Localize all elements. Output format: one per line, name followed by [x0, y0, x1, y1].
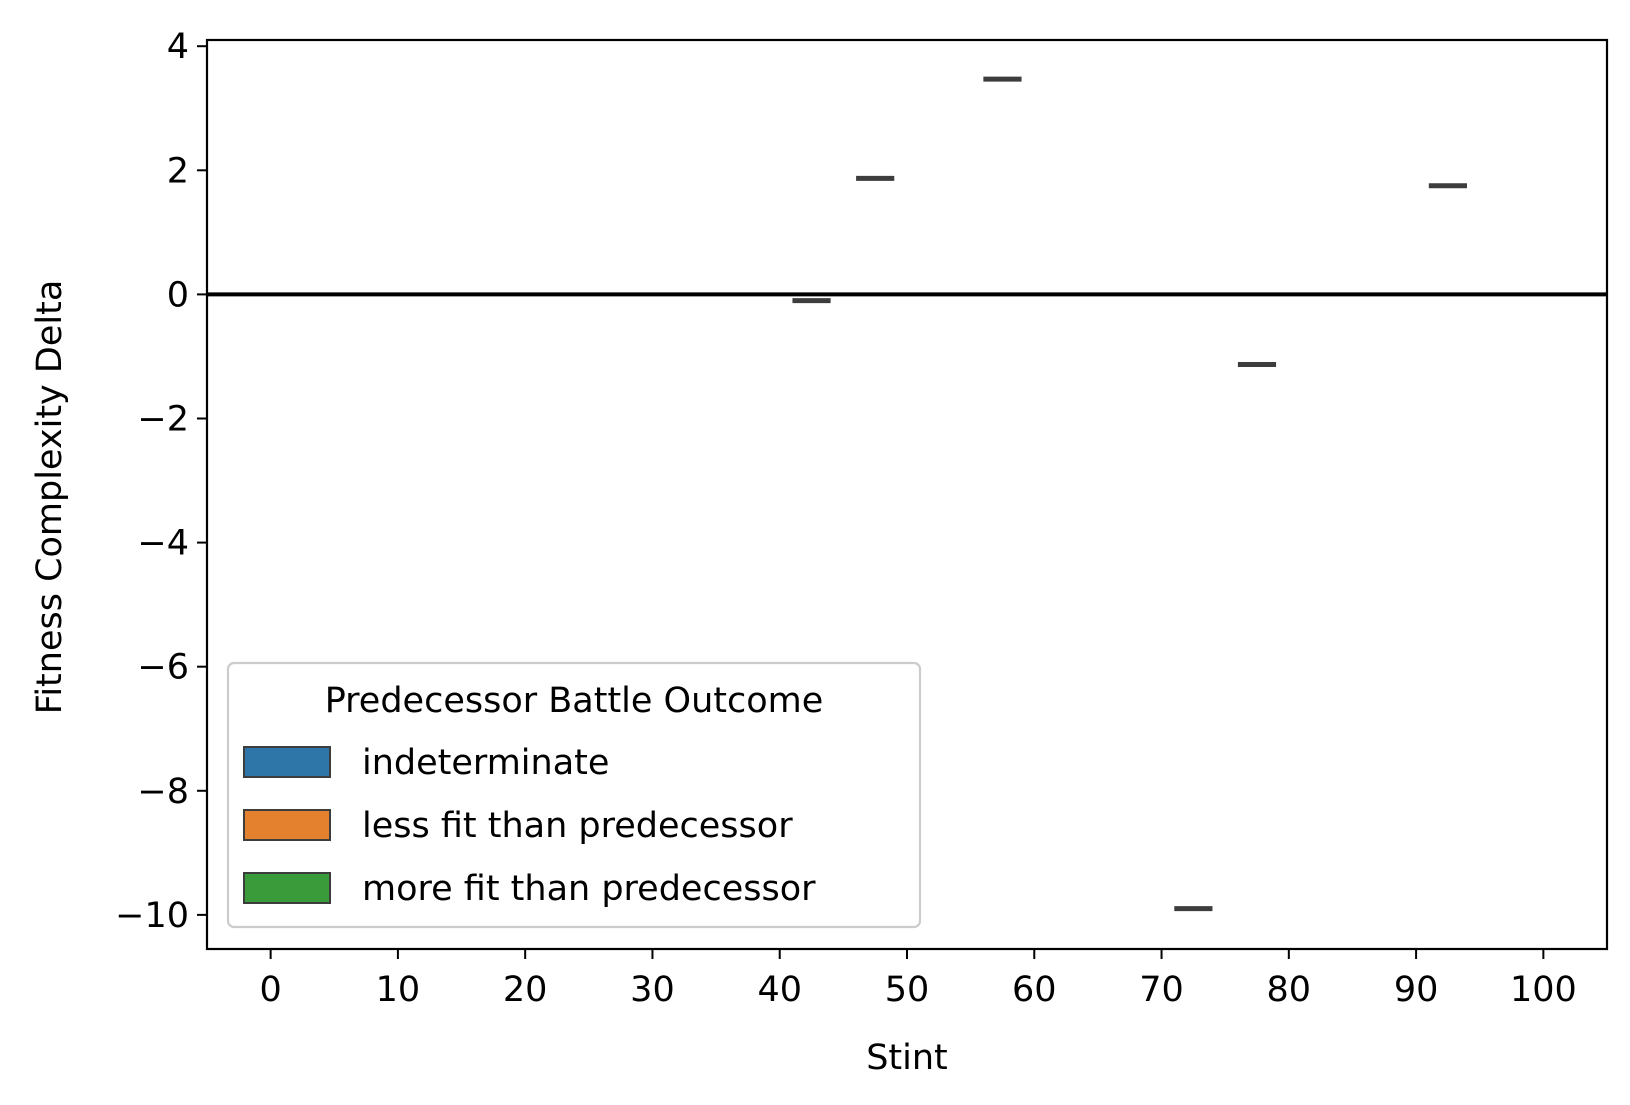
y-axis-label: Fitness Complexity Delta	[30, 280, 70, 715]
y-tick-label: 2	[167, 151, 189, 191]
x-tick-label: 70	[1139, 970, 1184, 1010]
legend-swatch	[243, 872, 331, 904]
y-tick-label: −4	[137, 524, 189, 564]
legend-title: Predecessor Battle Outcome	[325, 681, 824, 721]
x-tick-label: 90	[1394, 970, 1439, 1010]
x-tick-label: 0	[259, 970, 281, 1010]
y-tick-label: 0	[167, 275, 189, 315]
y-tick-label: −10	[115, 896, 189, 936]
y-tick-label: 4	[167, 27, 189, 67]
legend-label: indeterminate	[362, 743, 609, 783]
legend-entries: indeterminate less fit than predecessor mo…	[243, 743, 816, 909]
x-tick-label: 100	[1510, 970, 1577, 1010]
x-tick-label: 80	[1267, 970, 1312, 1010]
x-tick-label: 40	[757, 970, 802, 1010]
legend: Predecessor Battle Outcome indeterminate…	[226, 661, 922, 929]
legend-swatch	[243, 809, 331, 841]
y-tick-label: −8	[137, 772, 189, 812]
y-tick-label: −2	[137, 399, 189, 439]
legend-box	[226, 661, 922, 929]
legend-label: less fit than predecessor	[362, 806, 793, 846]
y-axis-ticks: 4 2 0 −2 −4 −6 −8 −10	[115, 27, 207, 936]
x-tick-label: 20	[503, 970, 548, 1010]
x-tick-label: 30	[630, 970, 675, 1010]
y-tick-label: −6	[137, 648, 189, 688]
x-axis-label: Stint	[866, 1038, 948, 1078]
x-tick-label: 50	[885, 970, 930, 1010]
box-marks	[792, 76, 1467, 912]
x-tick-label: 60	[1012, 970, 1057, 1010]
legend-label: more fit than predecessor	[362, 869, 816, 909]
plot-frame	[205, 38, 1609, 951]
x-tick-label: 10	[376, 970, 421, 1010]
x-axis-ticks: 0 10 20 30 40 50 60 70 80 90 100	[259, 949, 1577, 1010]
legend-swatch	[243, 746, 331, 778]
